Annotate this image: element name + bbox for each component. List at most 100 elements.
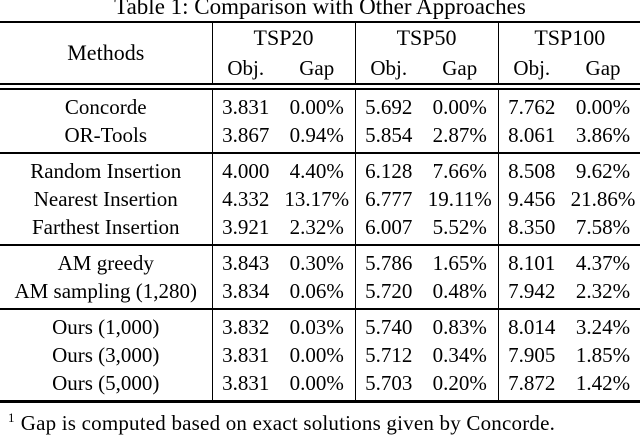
gap-value: 7.66% [422,152,499,185]
obj-value: 3.843 [211,244,279,277]
gap-value: 1.65% [422,244,499,277]
table-row: Concorde 3.831 0.00% 5.692 0.00% 7.762 0… [0,86,640,121]
gap-column-header: Gap [422,53,499,90]
table-row: AM greedy 3.843 0.30% 5.786 1.65% 8.101 … [0,244,640,277]
method-name: Farthest Insertion [31,215,180,239]
method-name: OR-Tools [64,123,148,147]
group-header-tsp20: TSP20 [211,22,356,53]
gap-value: 0.00% [432,95,487,119]
gap-value: 0.00% [289,95,344,119]
gap-value: 1.85% [575,343,631,367]
gap-column-header: Gap [279,53,356,90]
obj-value: 5.786 [354,244,423,277]
sub-header-row: Obj. Gap Obj. Gap Obj. Gap [0,53,640,90]
obj-value: 3.831 [211,369,279,402]
gap-value: 19.11% [427,187,492,211]
gap-value: 0.00% [289,343,344,367]
gap-value: 0.00% [289,371,344,395]
obj-value: 5.720 [354,277,423,309]
obj-value: 5.854 [354,121,423,153]
method-name: AM sampling (1,280) [14,279,198,303]
method-name: AM greedy [0,244,212,277]
comparison-table: Methods TSP20 TSP50 TSP100 Obj. Gap Obj.… [0,21,640,403]
method-name: Concorde [64,95,147,119]
obj-value: 7.762 [497,86,566,121]
gap-value: 2.87% [432,123,487,147]
group-header-row: Methods TSP20 TSP50 TSP100 [0,22,640,90]
obj-value: 3.921 [211,213,279,245]
method-name: Random Insertion [0,152,212,185]
obj-value: 6.007 [354,213,423,245]
table-header: Methods TSP20 TSP50 TSP100 Obj. Gap Obj.… [0,22,640,90]
obj-value: 8.350 [497,213,566,245]
section-ours: Ours (1,000) 3.832 0.03% 5.740 0.83% 8.0… [0,308,640,402]
gap-value: 0.20% [432,371,487,395]
obj-value: 6.777 [354,185,423,213]
obj-value: 3.831 [211,86,279,121]
gap-value: 13.17% [284,187,350,211]
obj-column-header: Obj. [497,53,566,90]
gap-value: 0.34% [432,343,487,367]
methods-column-header: Methods [0,22,212,90]
obj-value: 4.332 [211,185,279,213]
gap-value: 21.86% [570,187,636,211]
gap-value: 9.62% [565,152,640,185]
group-header-tsp50: TSP50 [354,22,499,53]
table-row: Ours (1,000) 3.832 0.03% 5.740 0.83% 8.0… [0,308,640,341]
table-caption: Table 1: Comparison with Other Approache… [114,0,526,19]
footnote-text: Gap is computed based on exact solutions… [20,411,556,435]
method-name: Nearest Insertion [33,187,178,211]
method-name: Ours (3,000) [52,343,160,367]
gap-value: 0.30% [279,244,356,277]
obj-value: 3.831 [211,341,279,369]
gap-value: 1.42% [575,371,631,395]
obj-value: 7.942 [497,277,566,309]
gap-value: 0.83% [422,308,499,341]
table-footnote: 1 Gap is computed based on exact solution… [0,410,640,436]
gap-value: 7.58% [575,215,631,239]
group-header-tsp100: TSP100 [497,22,640,53]
table-row: Nearest Insertion 4.332 13.17% 6.777 19.… [0,185,640,213]
method-name: Ours (1,000) [0,308,212,341]
obj-value: 4.000 [211,152,279,185]
table-row: AM sampling (1,280) 3.834 0.06% 5.720 0.… [0,277,640,309]
obj-column-header: Obj. [211,53,279,90]
obj-value: 5.692 [354,86,423,121]
gap-value: 3.24% [565,308,640,341]
obj-value: 3.834 [211,277,279,309]
obj-value: 9.456 [497,185,566,213]
footnote-marker: 1 [8,410,15,425]
obj-value: 8.014 [497,308,566,341]
obj-value: 8.061 [497,121,566,153]
obj-value: 6.128 [354,152,423,185]
gap-value: 0.94% [289,123,344,147]
gap-value: 4.40% [279,152,356,185]
gap-value: 2.32% [575,279,631,303]
obj-value: 5.740 [354,308,423,341]
gap-value: 5.52% [432,215,487,239]
gap-value: 0.03% [279,308,356,341]
table-row: Ours (3,000) 3.831 0.00% 5.712 0.34% 7.9… [0,341,640,369]
table-row: Random Insertion 4.000 4.40% 6.128 7.66%… [0,152,640,185]
table-row: Farthest Insertion 3.921 2.32% 6.007 5.5… [0,213,640,245]
obj-value: 5.712 [354,341,423,369]
section-insertion-heuristics: Random Insertion 4.000 4.40% 6.128 7.66%… [0,152,640,245]
method-name: Ours (5,000) [52,371,160,395]
gap-value: 0.48% [432,279,487,303]
gap-value: 3.86% [575,123,631,147]
obj-value: 7.905 [497,341,566,369]
obj-value: 5.703 [354,369,423,402]
gap-value: 4.37% [565,244,640,277]
obj-value: 8.101 [497,244,566,277]
obj-column-header: Obj. [354,53,423,90]
gap-value: 2.32% [289,215,344,239]
gap-value: 0.00% [575,95,631,119]
section-exact-solvers: Concorde 3.831 0.00% 5.692 0.00% 7.762 0… [0,86,640,153]
section-attention-model: AM greedy 3.843 0.30% 5.786 1.65% 8.101 … [0,244,640,309]
table-row: OR-Tools 3.867 0.94% 5.854 2.87% 8.061 3… [0,121,640,153]
gap-column-header: Gap [565,53,640,90]
obj-value: 3.867 [211,121,279,153]
obj-value: 7.872 [497,369,566,402]
gap-value: 0.06% [289,279,344,303]
